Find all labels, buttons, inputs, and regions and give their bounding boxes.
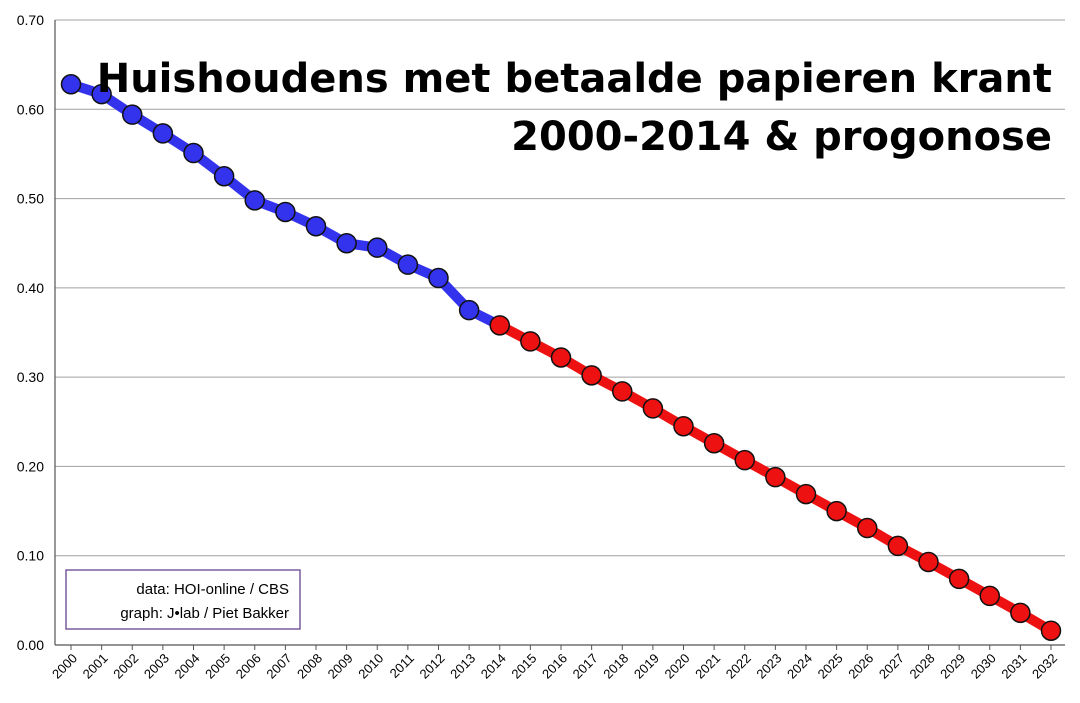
data-point-2021 <box>703 432 725 454</box>
x-tick-label: 2003 <box>141 651 172 682</box>
y-tick-label: 0.60 <box>17 101 44 117</box>
x-axis-ticks: 2000 2001 2002 2003 2004 2005 2006 2007 2008 2009… <box>49 645 1060 682</box>
x-tick-label: 2013 <box>447 651 478 682</box>
source-note-line-data: data: HOI-online / CBS <box>136 581 289 598</box>
data-point-2023 <box>765 466 786 488</box>
y-tick-label: 0.50 <box>17 191 44 207</box>
data-point-2014 <box>489 315 510 336</box>
x-tick-label: 2008 <box>294 651 325 682</box>
x-tick-label: 2006 <box>233 651 264 682</box>
data-point-2000 <box>60 74 82 95</box>
y-tick-label: 0.70 <box>17 12 44 28</box>
y-tick-label: 0.30 <box>17 369 44 385</box>
x-tick-label: 2028 <box>907 651 938 682</box>
data-point-2008 <box>305 216 327 237</box>
x-tick-label: 2029 <box>937 651 968 682</box>
chart-title: Huishoudens met betaalde papieren krant <box>97 56 1052 102</box>
grid-lines <box>55 19 1065 557</box>
x-tick-label: 2002 <box>110 651 141 682</box>
x-tick-label: 2011 <box>387 651 417 681</box>
x-tick-label: 2000 <box>49 651 80 682</box>
source-note: data: HOI-online / CBS graph: J•lab / Pi… <box>65 569 301 630</box>
x-tick-label: 2019 <box>631 651 662 682</box>
data-point-2001 <box>91 83 112 105</box>
data-point-2026 <box>857 517 878 539</box>
x-tick-label: 2012 <box>417 651 448 682</box>
data-point-2006 <box>244 190 265 211</box>
data-point-2029 <box>948 568 970 590</box>
data-point-2015 <box>520 331 541 352</box>
x-tick-label: 2025 <box>815 651 846 682</box>
data-point-2030 <box>979 585 1000 607</box>
data-point-2012 <box>428 267 449 289</box>
data-point-2028 <box>918 551 939 573</box>
x-tick-label: 2018 <box>600 651 631 682</box>
data-point-2011 <box>397 254 419 275</box>
x-tick-label: 2023 <box>753 651 784 682</box>
data-point-2022 <box>734 449 755 471</box>
data-point-2016 <box>550 347 572 368</box>
x-tick-label: 2022 <box>723 651 754 682</box>
x-tick-label: 2009 <box>325 651 356 682</box>
data-point-2024 <box>795 483 817 505</box>
data-point-2025 <box>826 500 847 522</box>
series-points <box>60 74 1062 641</box>
x-tick-label: 2032 <box>1029 651 1060 682</box>
data-point-2003 <box>152 123 174 144</box>
x-tick-label: 2017 <box>570 651 601 682</box>
x-tick-label: 2026 <box>845 651 876 682</box>
x-tick-label: 2004 <box>172 651 203 682</box>
source-note-line-graph: graph: J•lab / Piet Bakker <box>120 605 289 622</box>
data-point-2017 <box>581 365 602 386</box>
data-point-2009 <box>336 232 357 254</box>
data-point-2019 <box>642 398 664 419</box>
y-tick-label: 0.20 <box>17 458 44 474</box>
data-point-2007 <box>275 201 296 223</box>
chart-subtitle: 2000-2014 & progonose <box>511 114 1052 160</box>
y-axis-ticks: 0.00 0.10 0.20 0.30 0.40 0.50 0.60 0.70 <box>17 12 44 653</box>
x-tick-label: 2030 <box>968 651 999 682</box>
data-point-2020 <box>673 416 694 437</box>
data-point-2002 <box>122 104 143 125</box>
source-note-box <box>65 569 301 630</box>
x-tick-label: 2001 <box>80 651 111 682</box>
series-group <box>60 74 1062 641</box>
x-tick-label: 2007 <box>263 651 294 682</box>
data-point-2027 <box>887 535 909 557</box>
data-point-2032 <box>1040 620 1062 641</box>
x-tick-label: 2027 <box>876 651 907 682</box>
x-tick-label: 2014 <box>478 651 509 682</box>
x-tick-label: 2031 <box>998 651 1029 682</box>
x-tick-label: 2020 <box>662 651 693 682</box>
y-tick-label: 0.00 <box>17 637 44 653</box>
data-point-2013 <box>458 299 480 321</box>
data-point-2005 <box>213 166 235 187</box>
data-point-2004 <box>183 142 204 164</box>
y-tick-label: 0.40 <box>17 280 44 296</box>
x-tick-label: 2016 <box>539 651 570 682</box>
x-tick-label: 2021 <box>692 651 723 682</box>
axes <box>54 20 1065 646</box>
x-tick-label: 2015 <box>508 651 539 682</box>
data-point-2031 <box>1010 602 1031 624</box>
data-point-2018 <box>612 381 633 402</box>
x-tick-label: 2005 <box>202 651 233 682</box>
x-tick-label: 2010 <box>355 651 386 682</box>
y-tick-label: 0.10 <box>17 548 44 564</box>
x-tick-label: 2024 <box>784 651 815 682</box>
data-point-2010 <box>367 237 388 258</box>
